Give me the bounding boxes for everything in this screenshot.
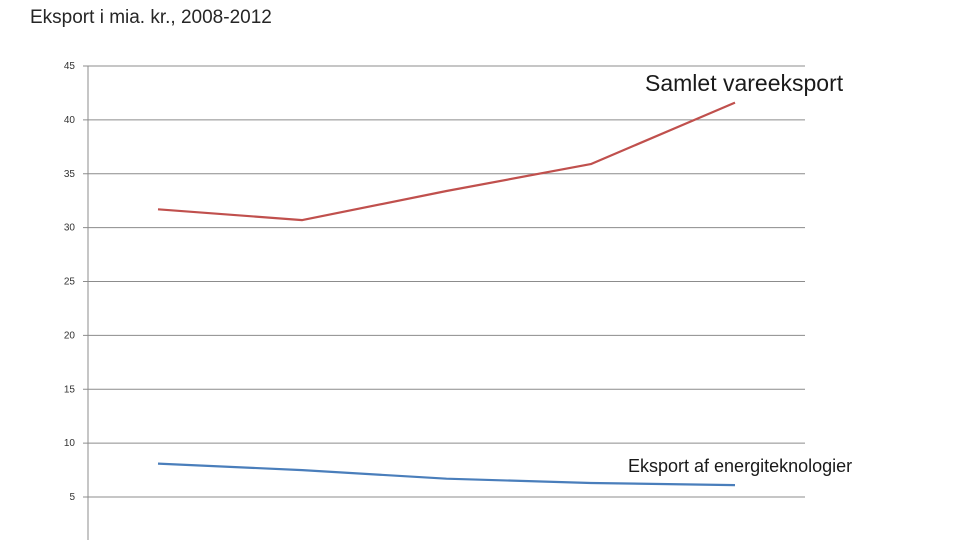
gridlines bbox=[83, 65, 805, 498]
chart-title: Eksport i mia. kr., 2008-2012 bbox=[30, 7, 272, 28]
series-label-samlet-vareeksport: Samlet vareeksport bbox=[645, 70, 844, 96]
series-line-1 bbox=[157, 462, 736, 487]
y-tick-label-40: 40 bbox=[64, 115, 76, 126]
y-tick-label-10: 10 bbox=[64, 438, 76, 449]
series-line-0 bbox=[157, 101, 736, 222]
y-tick-label-5: 5 bbox=[69, 492, 75, 503]
y-tick-labels: 5 10 15 20 25 30 35 40 45 bbox=[64, 61, 76, 503]
y-tick-label-25: 25 bbox=[64, 277, 76, 288]
series-label-eksport-af-energiteknologier: Eksport af energiteknologier bbox=[628, 456, 852, 476]
y-tick-label-20: 20 bbox=[64, 330, 76, 341]
series-lines bbox=[157, 101, 736, 487]
y-tick-label-30: 30 bbox=[64, 223, 76, 234]
y-tick-label-35: 35 bbox=[64, 169, 76, 180]
y-tick-label-45: 45 bbox=[64, 61, 76, 72]
y-tick-label-15: 15 bbox=[64, 384, 76, 395]
